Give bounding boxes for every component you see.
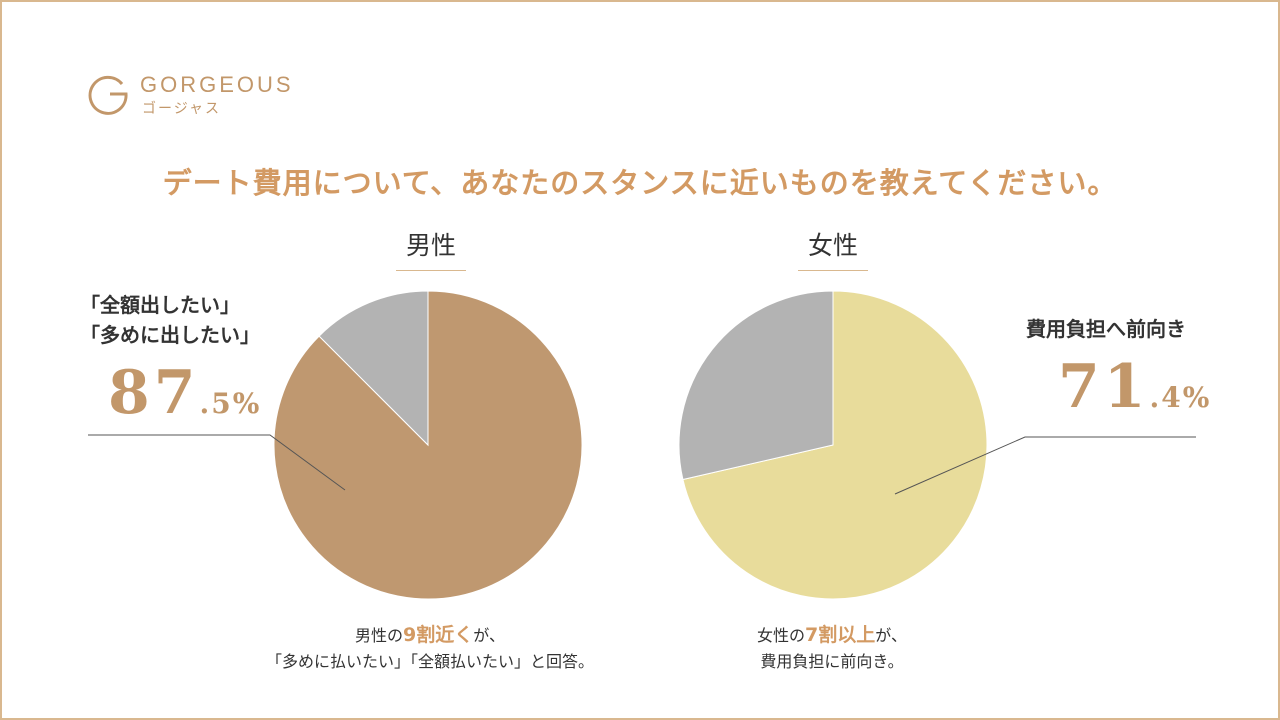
female-callout-label: 費用負担へ前向き [1026, 314, 1186, 344]
male-leader-line [88, 434, 346, 491]
female-summary: 女性の7割以上が、 費用負担に前向き。 [612, 622, 1052, 675]
male-summary-pre: 男性の [355, 626, 404, 645]
male-callout-line: 「全額出したい」 [80, 293, 240, 317]
female-leader-line [894, 436, 1196, 495]
female-summary-line2: 費用負担に前向き。 [760, 652, 904, 671]
male-callout-label: 「全額出したい」 「多めに出したい」 [80, 290, 260, 350]
male-summary-line1: 男性の9割近くが、 [210, 622, 650, 649]
male-summary: 男性の9割近くが、 「多めに払いたい」「全額払いたい」と回答。 [210, 622, 650, 675]
male-summary-post: が、 [473, 626, 505, 645]
logo-kana: ゴージャス [142, 101, 222, 117]
female-summary-highlight: 7割以上 [805, 624, 876, 646]
male-pct-dec: .5% [199, 387, 262, 420]
female-summary-line1: 女性の7割以上が、 [612, 622, 1052, 649]
male-pie-title: 男性 [396, 226, 466, 271]
female-pie-slice-0 [682, 290, 988, 600]
female-pie-slice-1 [678, 290, 834, 481]
male-summary-highlight: 9割近く [403, 624, 474, 646]
survey-question: デート費用について、あなたのスタンスに近いものを教えてください。 [162, 166, 1118, 200]
male-summary-line2: 「多めに払いたい」「全額払いたい」と回答。 [265, 652, 594, 671]
female-pie-title: 女性 [798, 226, 868, 271]
male-pie-slice-1 [318, 290, 429, 447]
female-callout-line: 費用負担へ前向き [1026, 317, 1186, 341]
female-summary-post: が、 [875, 626, 907, 645]
female-summary-pre: 女性の [757, 626, 806, 645]
logo-mark-icon [88, 75, 128, 115]
male-pct-int: 87 [108, 358, 200, 428]
female-pct-dec: .4% [1149, 381, 1212, 414]
male-percentage: 87.5% [108, 358, 261, 428]
female-pie-chart [678, 290, 988, 600]
logo-name: GORGEOUS [140, 72, 294, 97]
female-pct-int: 71 [1058, 352, 1150, 422]
male-callout-line: 「多めに出したい」 [80, 323, 260, 347]
male-pie-chart [273, 290, 583, 600]
female-percentage: 71.4% [1058, 352, 1211, 422]
